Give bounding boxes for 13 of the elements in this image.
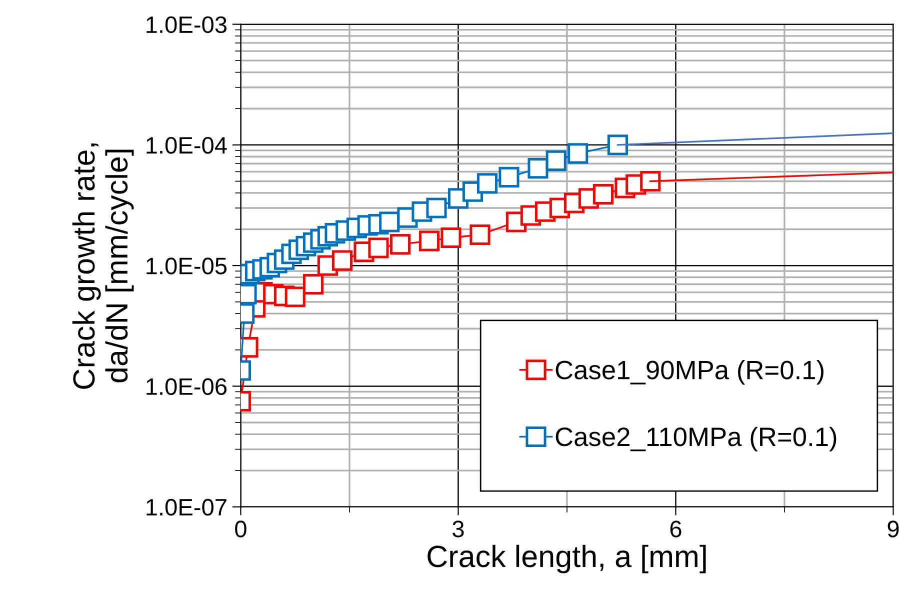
- legend-label: Case1_90MPa (R=0.1): [556, 360, 824, 385]
- y-tick-label: 1.0E-05: [146, 258, 227, 274]
- y-tick-label: 1.0E-03: [146, 16, 227, 34]
- x-tick-label: 0: [235, 520, 246, 538]
- x-tick-label: 3: [452, 520, 464, 538]
- legend-label: Case2_110MPa (R=0.1): [556, 426, 836, 452]
- y-axis-title: Crack growth rate, da/dN [mm/cycle]: [72, 143, 134, 389]
- y-tick-label: 1.0E-07: [146, 498, 226, 516]
- y-tick-label: 1.0E-06: [146, 378, 227, 395]
- y-tick-label: 1.0E-04: [146, 136, 227, 154]
- x-tick-label: 9: [888, 520, 899, 538]
- x-tick-label: 6: [670, 520, 682, 538]
- x-axis-title: Crack length, a [mm]: [428, 544, 706, 574]
